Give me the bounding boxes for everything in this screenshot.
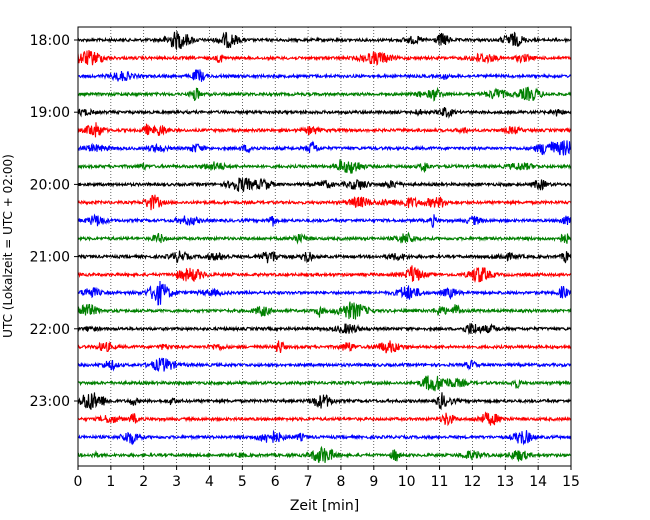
x-axis-label: Zeit [min] [290,498,359,514]
y-tick-label-4: 22:00 [30,322,70,338]
trace-12 [77,250,572,264]
trace-18 [77,357,572,373]
seismic-traces [77,31,572,463]
trace-10 [77,213,572,228]
x-tick-label-3: 3 [172,474,181,490]
trace-15 [77,301,572,320]
x-axis-ticks: 0 1 2 3 4 5 6 7 8 9 10 11 12 13 14 15 [74,466,580,490]
trace-11 [77,231,572,245]
y-tick-label-2: 20:00 [30,177,70,193]
trace-22 [77,429,572,446]
x-tick-label-12: 12 [463,474,481,490]
y-tick-label-0: 18:00 [30,33,70,49]
x-tick-label-13: 13 [496,474,514,490]
trace-5 [77,122,572,138]
trace-13 [77,265,572,284]
x-tick-label-11: 11 [431,474,449,490]
trace-3 [77,86,572,102]
trace-8 [77,177,572,192]
grid-lines [110,27,539,466]
trace-14 [77,280,572,306]
x-tick-label-0: 0 [74,474,83,490]
x-tick-label-4: 4 [205,474,214,490]
trace-2 [77,69,572,82]
trace-7 [77,159,572,174]
x-tick-label-10: 10 [398,474,416,490]
x-tick-label-14: 14 [529,474,547,490]
trace-23 [77,445,572,463]
trace-17 [77,340,572,354]
trace-6 [77,140,572,156]
y-tick-label-3: 21:00 [30,250,70,266]
trace-16 [77,323,572,336]
x-tick-label-2: 2 [139,474,148,490]
y-tick-label-1: 19:00 [30,105,70,121]
plot-frame [77,26,572,467]
trace-4 [77,107,572,119]
trace-20 [77,392,572,411]
trace-0 [77,31,572,51]
x-tick-label-9: 9 [369,474,378,490]
trace-19 [77,375,572,392]
y-tick-label-5: 23:00 [30,394,70,410]
x-tick-label-7: 7 [304,474,313,490]
x-tick-label-8: 8 [336,474,345,490]
y-axis-ticks: 18:00 19:00 20:00 21:00 22:00 23:00 [30,33,78,410]
trace-21 [77,411,572,427]
y-axis-label: UTC (Lokalzeit = UTC + 02:00) [1,154,15,338]
trace-1 [77,50,572,66]
x-tick-label-1: 1 [106,474,115,490]
x-tick-label-15: 15 [562,474,580,490]
x-tick-label-5: 5 [238,474,247,490]
trace-9 [77,194,572,211]
x-tick-label-6: 6 [271,474,280,490]
